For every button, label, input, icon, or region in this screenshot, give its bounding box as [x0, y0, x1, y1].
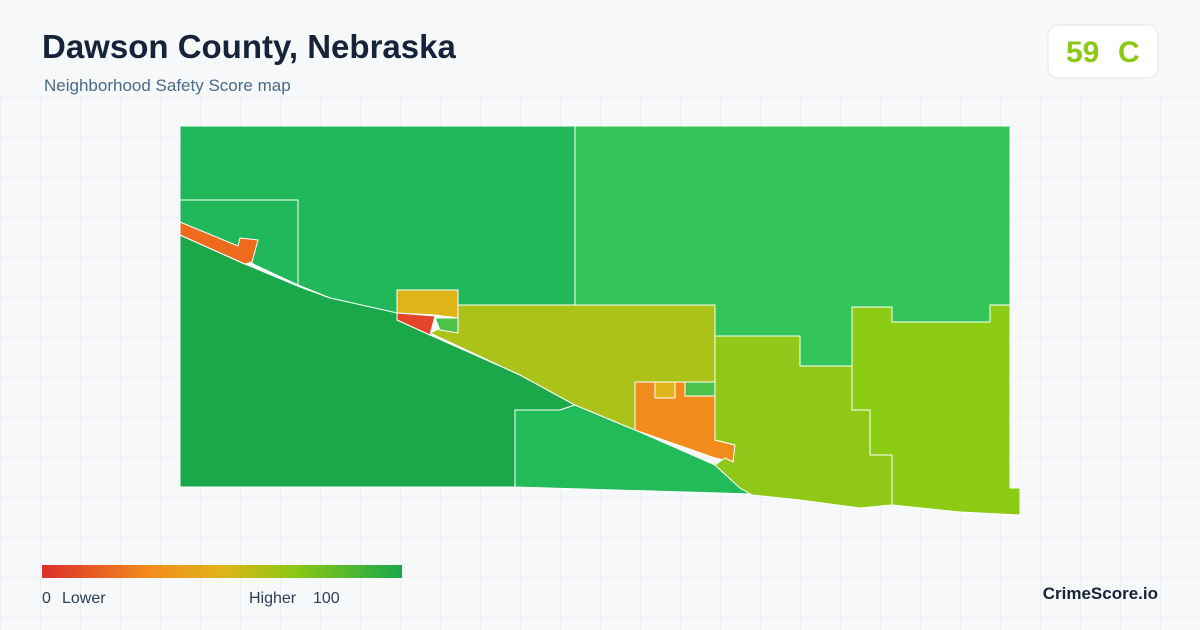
- region: [851, 304, 1021, 516]
- region: [684, 381, 716, 397]
- title: Dawson County, Nebraska: [42, 28, 456, 65]
- region: [396, 289, 459, 319]
- brand: CrimeScore.io: [1043, 584, 1158, 603]
- region: [434, 317, 459, 334]
- score-badge: [1047, 24, 1159, 79]
- region: [654, 381, 676, 399]
- region: [396, 312, 436, 336]
- legend-min-label: Lower: [62, 590, 106, 607]
- region: [179, 221, 259, 265]
- county-map: [179, 125, 1021, 516]
- subtitle: Neighborhood Safety Score map: [44, 76, 291, 95]
- score-grade: C: [1118, 36, 1140, 69]
- legend-max: 100: [313, 590, 340, 607]
- legend-min: 0: [42, 590, 51, 607]
- legend-max-label: Higher: [249, 590, 297, 607]
- score-value: 59: [1066, 36, 1099, 69]
- legend-gradient: [42, 565, 402, 578]
